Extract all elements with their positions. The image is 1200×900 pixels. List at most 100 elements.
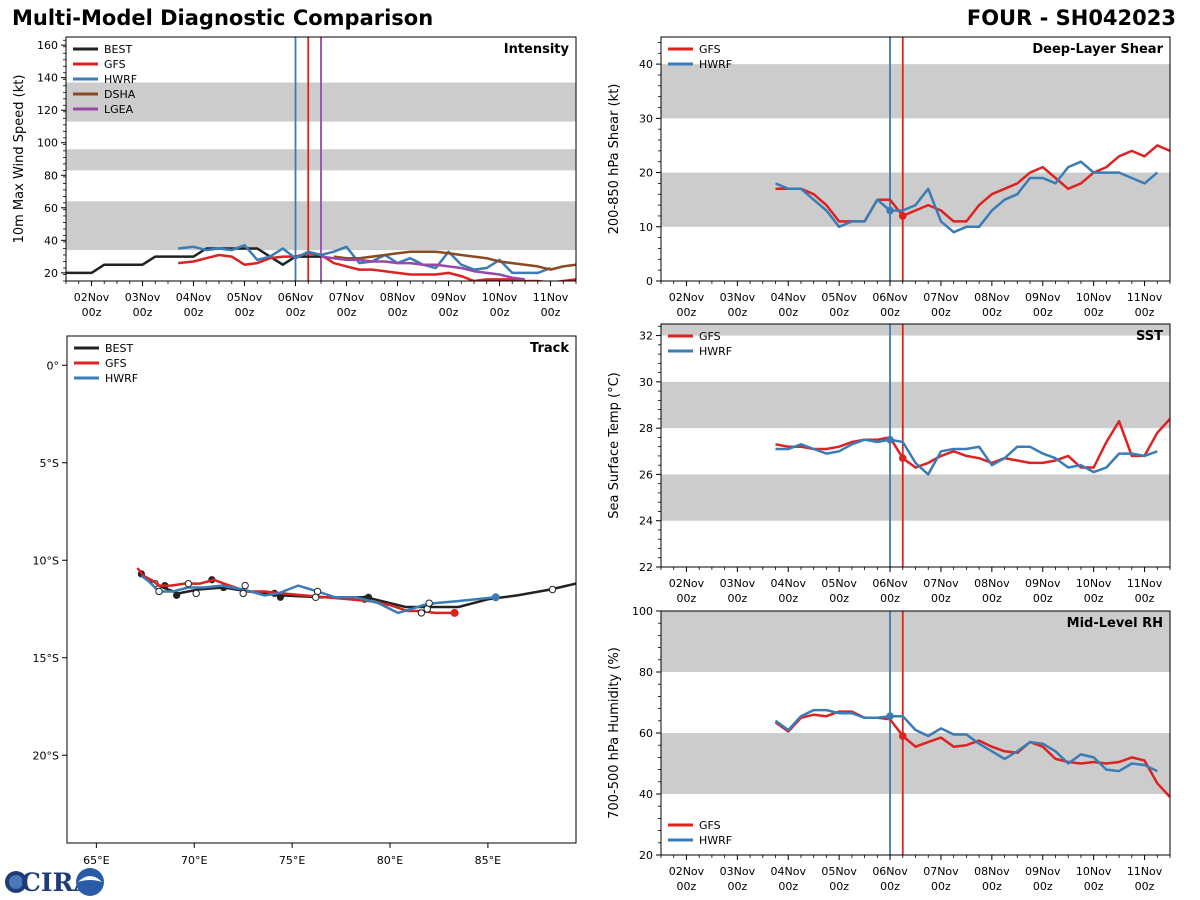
x-tick-label-line: 00z [727,306,747,319]
x-tick-label: 10Nov 00z [1076,577,1112,605]
y-tick-label: 40 [639,788,653,801]
legend-label-gfs: GFS [104,58,126,71]
track-point-open-hwrf [417,609,426,617]
x-tick-label: 75°E [279,854,305,867]
x-tick-label-line: 11Nov [1127,865,1163,878]
x-tick-label: 10Nov 00z [482,291,518,319]
x-tick-label-line: 04Nov [176,291,212,304]
y-tick-label: 120 [37,104,58,117]
x-tick-label: 05Nov 00z [821,865,857,893]
x-tick-label-line: 07Nov [329,291,365,304]
band-sst-1 [661,381,1170,429]
series-dsha [333,250,576,271]
legend-label-gfs: GFS [105,357,127,370]
legend-label-gfs: GFS [699,330,721,343]
x-tick-label: 08Nov 00z [974,865,1010,893]
track-point-open-best [548,585,557,594]
x-tick-label-line: 00z [931,592,951,605]
x-tick-label: 04Nov 00z [771,865,807,893]
legend-label-hwrf: HWRF [699,834,732,847]
x-tick-label-line: 00z [490,306,510,319]
y-axis-label: 200-850 hPa Shear (kt) [607,84,622,235]
track-point-best [276,593,284,601]
x-tick-label: 09Nov 00z [1025,291,1061,319]
x-tick-label: 04Nov 00z [771,577,807,605]
x-tick-label-line: 00z [829,592,849,605]
plot-area-track [136,567,576,617]
x-tick-label-line: 06Nov [872,865,908,878]
panel-title: Deep-Layer Shear [1032,42,1163,57]
x-tick-label-line: 04Nov [771,865,807,878]
x-tick-label: 07Nov 00z [923,291,959,319]
series-hwrf [775,438,1158,476]
panel-title: SST [1136,329,1163,344]
x-tick-label-line: 06Nov [872,291,908,304]
y-axis-label: 700-500 hPa Humidity (%) [607,647,622,819]
x-tick-label-line: 00z [727,592,747,605]
init-marker-gfs [898,212,907,220]
track-end-hwrf [491,593,500,602]
band-sst-2 [661,324,1170,336]
panel-track: 0° 5°S 10°S 15°S 20°S 65°E 70°E 75°E 80°E 85°E Tra… [33,335,577,867]
x-tick-label-line: 00z [677,592,697,605]
track-point-open-hwrf [155,587,163,596]
x-tick-label-line: 00z [1135,592,1155,605]
x-tick-label: 10Nov 00z [1076,291,1112,319]
legend-label-hwrf: HWRF [104,73,137,86]
axes-frame-sst [660,323,1171,568]
legend-label-lgea: LGEA [104,103,134,116]
y-tick-label: 40 [639,58,653,71]
y-tick-label: 30 [639,112,653,125]
y-tick-label: 22 [639,561,653,574]
x-tick-label-line: 00z [439,306,459,319]
x-tick-label: 02Nov 00z [669,865,705,893]
x-tick-label-line: 11Nov [533,291,569,304]
y-tick-label: 15°S [33,652,59,665]
x-tick-label: 08Nov 00z [974,291,1010,319]
x-tick-label: 80°E [377,854,403,867]
panel-title: Intensity [504,42,570,57]
series-hwrf [178,243,551,275]
x-tick-label-line: 00z [677,306,697,319]
x-tick-label: 03Nov 00z [720,865,756,893]
track-point-open-hwrf [192,589,200,598]
x-tick-label-line: 04Nov [771,577,807,590]
y-tick-label: 26 [639,468,653,481]
x-tick-label: 05Nov 00z [821,291,857,319]
legend-label-hwrf: HWRF [699,345,732,358]
x-tick-label-line: 00z [1084,306,1104,319]
series-hwrf [774,708,1158,773]
x-tick-label: 09Nov 00z [1025,577,1061,605]
y-tick-label: 100 [37,137,58,150]
x-tick-label-line: 00z [982,306,1002,319]
x-tick-label-line: 00z [829,880,849,893]
x-tick-label-line: 00z [388,306,408,319]
plot-area-rh [774,708,1170,798]
y-tick-label: 30 [639,376,653,389]
x-tick-label-line: 00z [541,306,561,319]
x-tick-label: 03Nov 00z [125,291,161,319]
figure-title: Multi-Model Diagnostic Comparison [12,6,434,30]
x-tick-label-line: 09Nov [1025,577,1061,590]
band-rh-0 [661,733,1170,794]
x-tick-label: 05Nov 00z [227,291,263,319]
x-tick-label-line: 05Nov [821,291,857,304]
plot-area-intensity [66,243,576,281]
x-tick-label: 03Nov 00z [720,291,756,319]
x-tick-label-line: 00z [778,306,798,319]
x-tick-label: 11Nov 00z [1127,577,1163,605]
x-tick-label: 02Nov 00z [669,291,705,319]
init-marker-hwrf [886,712,894,721]
x-tick-label-line: 00z [286,306,306,319]
x-tick-label-line: 00z [677,880,697,893]
init-marker-hwrf [886,206,894,215]
x-tick-label: 02Nov 00z [669,577,705,605]
x-tick-label-line: 00z [133,306,153,319]
series-gfs [774,710,1170,798]
y-tick-label: 20 [639,849,653,862]
y-tick-label: 28 [639,422,653,435]
storm-id-title: FOUR - SH042023 [966,6,1176,30]
x-tick-label: 07Nov 00z [923,577,959,605]
x-tick-label-line: 00z [337,306,357,319]
